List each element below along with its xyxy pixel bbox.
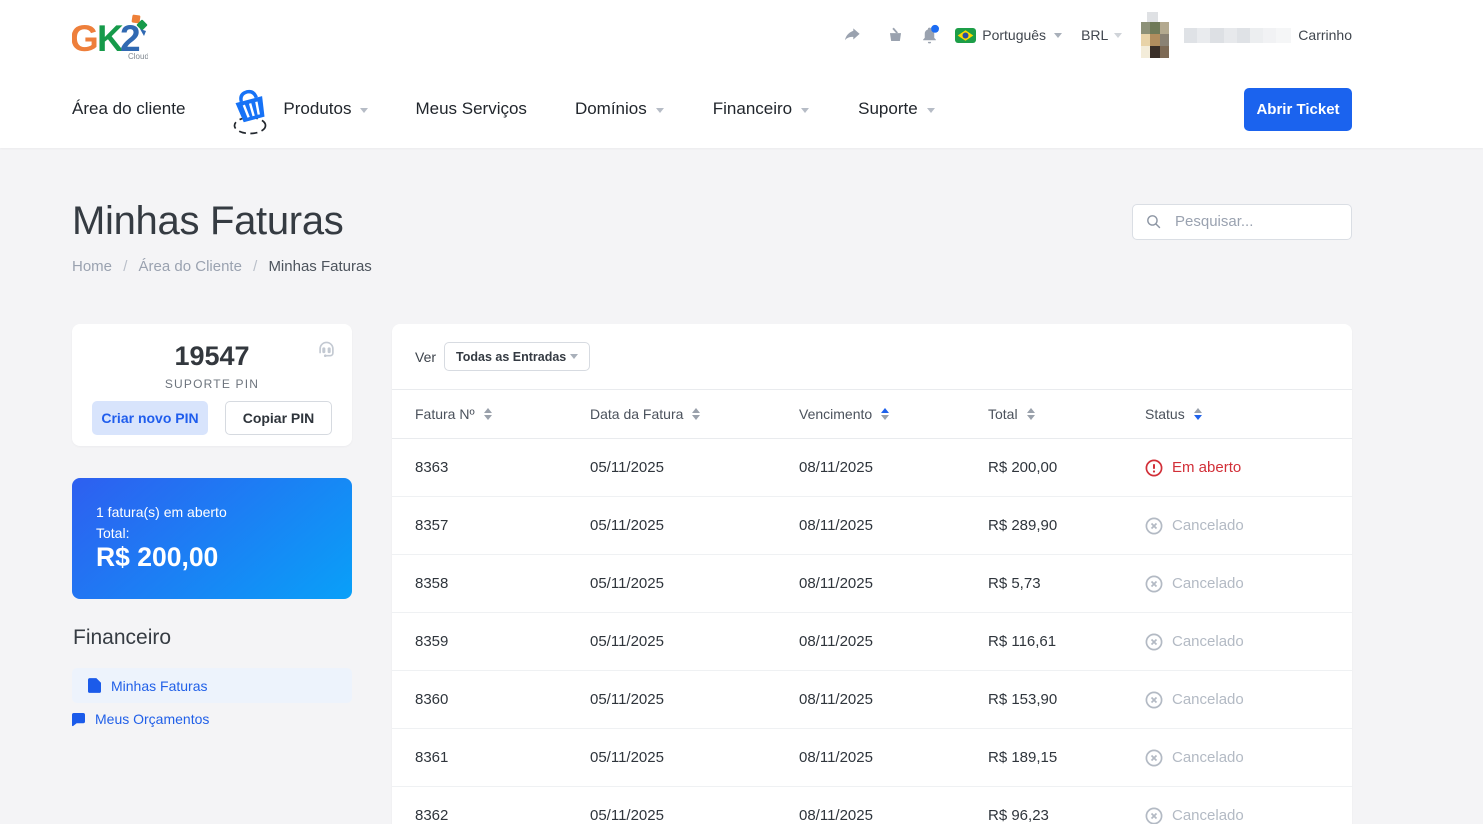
svg-text:Cloud: Cloud <box>128 52 148 60</box>
svg-text:K: K <box>97 18 124 59</box>
svg-text:G: G <box>72 18 99 59</box>
svg-text:2: 2 <box>120 18 141 59</box>
